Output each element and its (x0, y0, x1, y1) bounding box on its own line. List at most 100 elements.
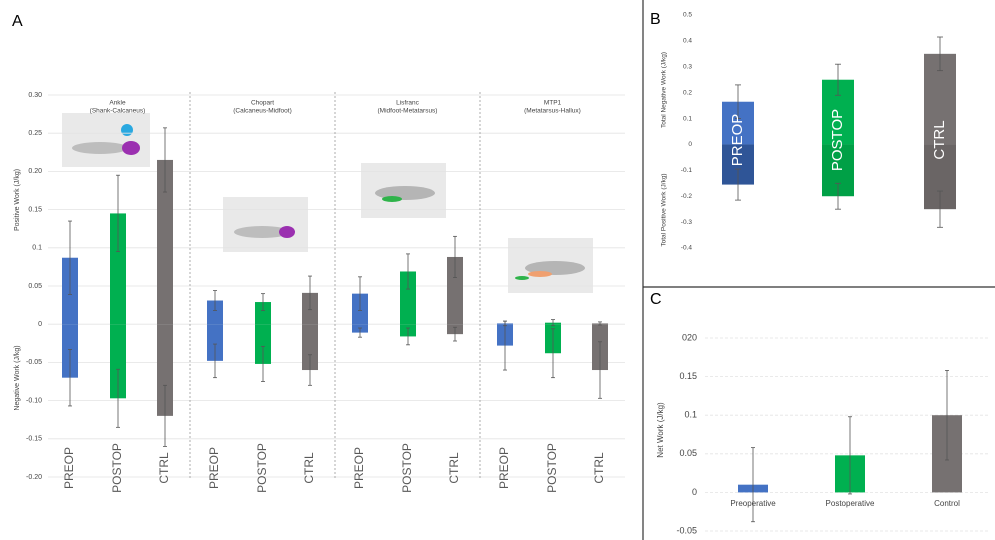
x-tick-label: PREOP (497, 447, 511, 489)
y-tick-label: 0 (38, 321, 42, 328)
y-axis-label: Positive Work (J/kg) (14, 169, 21, 231)
bar (255, 324, 271, 364)
error-bar (116, 174, 120, 253)
error-bar (116, 368, 120, 428)
y-tick-label: 0.1 (683, 115, 692, 122)
bar-label: PREOP (729, 114, 746, 167)
error-bar (213, 290, 217, 311)
group-subtitle: (Calcaneus-Midfoot) (233, 108, 292, 115)
x-tick-label: CTRL (592, 452, 606, 484)
y-tick-label: 0.25 (28, 130, 42, 137)
y-tick-label: -0.1 (681, 167, 693, 174)
y-tick-label: -0.05 (676, 525, 697, 535)
error-bar (835, 63, 841, 96)
y-tick-label: 0 (692, 487, 697, 497)
x-tick-label: Preoperative (730, 499, 776, 508)
y-tick-label: -0.20 (26, 474, 42, 481)
y-tick-label: 0.3 (683, 63, 692, 70)
error-bar (68, 349, 72, 407)
error-bar (358, 276, 362, 311)
error-bar (598, 341, 602, 399)
y-tick-label: 0.05 (28, 283, 42, 290)
error-bar (598, 321, 602, 326)
foot-images (62, 113, 593, 293)
error-bar (453, 235, 457, 278)
y-tick-label: 0.30 (28, 92, 42, 99)
x-tick-label: PREOP (62, 447, 76, 489)
y-axis-label: Total Positive Work (J/kg) (661, 173, 668, 246)
bar (447, 256, 463, 325)
foot-image (361, 163, 446, 218)
error-bar (453, 326, 457, 342)
y-tick-label: 0.1 (684, 410, 697, 420)
bar (157, 324, 173, 416)
bar-label: POSTOP (829, 109, 846, 171)
y-tick-label: 0.1 (32, 245, 42, 252)
group-title: Lisfranc (396, 100, 420, 107)
error-bar (163, 127, 167, 193)
bar (302, 324, 318, 371)
error-bar (308, 275, 312, 311)
error-bar (163, 384, 167, 447)
error-bar (213, 343, 217, 379)
foot-image (508, 238, 593, 293)
y-tick-label: 0.20 (28, 168, 42, 175)
y-tick-label: -0.2 (681, 193, 693, 200)
error-bar (735, 168, 741, 201)
error-bar (551, 328, 555, 379)
y-tick-label: -0.15 (26, 436, 42, 443)
error-bar (406, 327, 410, 346)
error-bar (261, 345, 265, 382)
error-bar (751, 447, 755, 523)
y-axis-label: Negative Work (J/kg) (14, 345, 21, 410)
bar (207, 324, 223, 361)
x-tick-label: POSTOP (255, 443, 269, 493)
panel-label: A (12, 13, 23, 30)
error-bar (848, 416, 852, 495)
y-tick-label: 0.15 (28, 206, 42, 213)
error-bar (551, 319, 555, 327)
y-tick-label: 0.2 (683, 89, 692, 96)
y-tick-label: 0.15 (679, 371, 697, 381)
group-subtitle: (Metatarsus-Hallux) (524, 108, 581, 115)
error-bar (406, 253, 410, 290)
group-title: Chopart (251, 100, 274, 107)
bar-label: CTRL (931, 120, 948, 159)
error-bar (358, 327, 362, 338)
y-tick-label: -0.3 (681, 219, 693, 226)
x-tick-label: POSTOP (110, 443, 124, 493)
x-tick-label: Postoperative (826, 499, 875, 508)
y-tick-label: 0.5 (683, 12, 692, 19)
y-tick-label: 0.05 (679, 448, 697, 458)
x-tick-label: POSTOP (545, 443, 559, 493)
group-subtitle: (Shank-Calcaneus) (90, 108, 146, 115)
error-bar (937, 36, 943, 72)
panel-label: C (650, 291, 662, 308)
foot-image (223, 197, 308, 252)
y-tick-label: -0.4 (681, 245, 693, 252)
error-bar (945, 370, 949, 461)
error-bar (308, 354, 312, 386)
panel-label: B (650, 11, 661, 28)
error-bar (261, 293, 265, 311)
x-tick-label: CTRL (302, 452, 316, 484)
x-tick-label: PREOP (207, 447, 221, 489)
bar (157, 159, 173, 325)
x-tick-label: CTRL (157, 452, 171, 484)
x-tick-label: CTRL (447, 452, 461, 484)
x-tick-label: PREOP (352, 447, 366, 489)
y-axis-label: Total Negative Work (J/kg) (661, 52, 668, 128)
group-title: MTP1 (544, 100, 562, 107)
group-subtitle: (Midfoot-Metatarsus) (378, 108, 438, 115)
bar (207, 300, 223, 325)
y-tick-label: 0 (688, 141, 692, 148)
bar (400, 271, 416, 325)
y-tick-label: 0.4 (683, 38, 692, 45)
group-title: Ankle (109, 100, 126, 107)
error-bar (503, 320, 507, 371)
x-tick-label: Control (934, 499, 960, 508)
bar (110, 213, 126, 325)
error-bar (835, 182, 841, 210)
